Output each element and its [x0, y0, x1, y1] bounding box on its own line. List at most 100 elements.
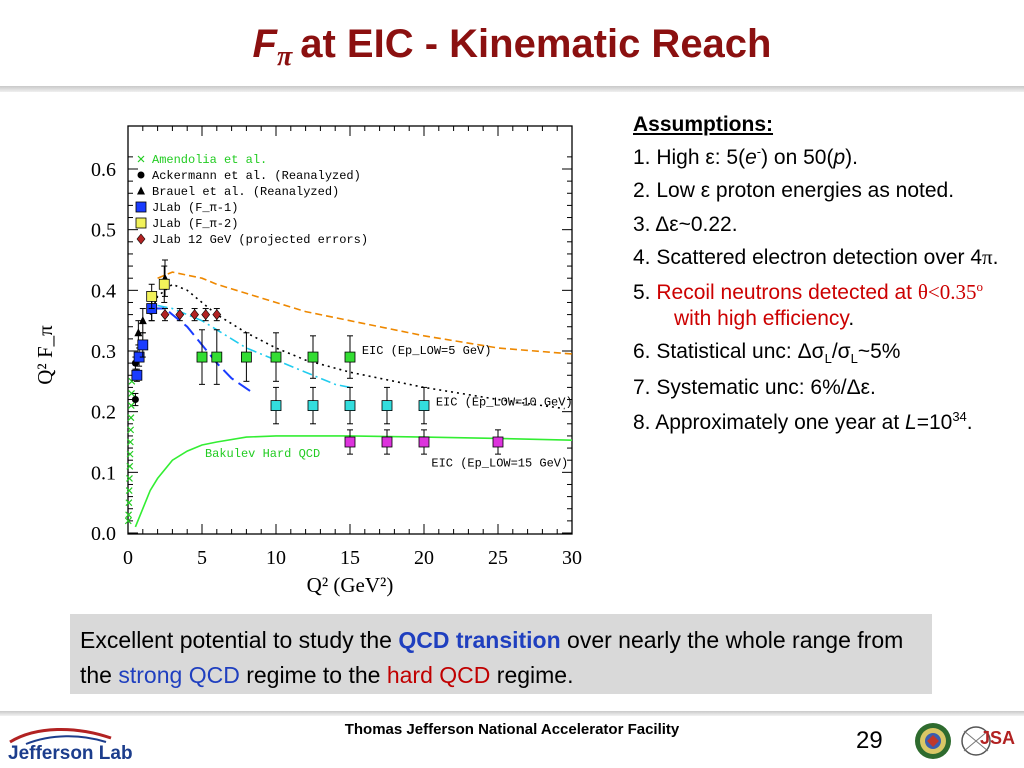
data-point	[125, 499, 133, 507]
data-point	[126, 450, 134, 458]
title-subscript: π	[276, 41, 293, 72]
data-point	[126, 438, 134, 446]
data-point	[160, 309, 170, 321]
assumption-6: 6. Statistical unc: ΔσL/σL~5%	[633, 340, 901, 367]
legend-marker	[135, 217, 147, 229]
data-point	[344, 400, 356, 412]
data-point	[175, 309, 185, 321]
chart-annotation: EIC (Ep_LOW=5 GeV)	[362, 344, 492, 358]
data-point	[127, 414, 135, 422]
data-point	[381, 436, 393, 448]
assumptions-heading: Assumptions:	[633, 113, 774, 136]
x-tick-label: 20	[414, 547, 434, 569]
data-point	[190, 309, 199, 321]
data-point	[138, 316, 147, 325]
summary-callout: Excellent potential to study the QCD tra…	[70, 614, 932, 694]
data-point	[127, 402, 135, 410]
x-tick-label: 25	[488, 547, 508, 569]
data-point	[124, 517, 132, 525]
data-point	[158, 278, 170, 290]
x-tick-label: 30	[562, 547, 582, 569]
data-point	[270, 351, 282, 363]
legend-marker	[136, 233, 146, 245]
title-divider	[0, 86, 1024, 92]
data-point	[307, 400, 319, 412]
data-point	[418, 436, 430, 448]
data-point	[211, 351, 223, 363]
data-point	[137, 339, 149, 351]
y-tick-label: 0.6	[91, 159, 116, 181]
logo-text: Jefferson Lab	[8, 743, 133, 764]
legend-label: Amendolia et al.	[152, 153, 267, 167]
theory-curve	[149, 283, 565, 410]
theory-curve	[157, 271, 573, 355]
x-axis-label: Q² (GeV²)	[307, 573, 394, 597]
y-axis-label: Q² F_π	[33, 325, 57, 385]
data-point	[126, 474, 133, 482]
data-point	[125, 511, 133, 519]
data-point	[125, 487, 133, 494]
legend-marker	[137, 171, 145, 179]
theory-curve	[157, 304, 351, 389]
data-point	[344, 436, 356, 448]
title-symbol: F	[252, 22, 277, 66]
legend-label: JLab 12 GeV (projected errors)	[152, 233, 368, 247]
y-tick-label: 0.2	[91, 402, 116, 424]
x-tick-label: 15	[340, 547, 360, 569]
title-text: at EIC - Kinematic Reach	[300, 22, 772, 66]
theory-curve	[150, 307, 255, 395]
data-point	[201, 309, 211, 321]
legend-label: Brauel et al. (Reanalyzed)	[152, 185, 339, 199]
assumption-1: 1. High ε: 5(e-) on 50(p).	[633, 143, 858, 169]
assumption-2: 2. Low ε proton energies as noted.	[633, 179, 955, 203]
y-tick-label: 0.3	[91, 341, 116, 363]
data-point	[196, 351, 208, 363]
legend-marker	[135, 201, 147, 213]
assumption-4: 4. Scattered electron detection over 4π.	[633, 245, 999, 270]
data-point	[307, 351, 319, 363]
data-point	[134, 328, 143, 337]
data-point	[131, 396, 139, 404]
kinematic-reach-chart: 0 5 10 15 20 25 30 0.0 0.1 0.2 0.3 0.4 0.5 0.6 Q² (GeV…	[33, 125, 582, 597]
jsa-logo: JSA	[961, 726, 1015, 756]
y-tick-label: 0.5	[91, 220, 116, 242]
data-point	[344, 351, 356, 363]
page-title: Fπ at EIC - Kinematic Reach	[0, 22, 1024, 72]
assumption-8: 8. Approximately one year at L=1034.	[633, 408, 973, 434]
y-tick-label: 0.1	[91, 462, 116, 484]
legend-marker	[137, 155, 145, 163]
footer-divider	[0, 711, 1024, 716]
assumption-7: 7. Systematic unc: 6%/Δε.	[633, 376, 876, 400]
data-point	[131, 369, 143, 381]
y-tick-label: 0.4	[91, 280, 116, 302]
chart-annotation: EIC (Ep_LOW=15 GeV)	[431, 456, 568, 470]
data-point	[128, 390, 135, 397]
data-point	[212, 309, 222, 321]
data-point	[492, 436, 504, 448]
data-point	[127, 426, 135, 434]
organization-name: Thomas Jefferson National Accelerator Fa…	[344, 721, 680, 738]
data-point	[270, 400, 282, 412]
y-tick-label: 0.0	[91, 523, 116, 545]
assumption-5: 5. Recoil neutrons detected at θ<0.35o w…	[633, 279, 984, 330]
legend-label: JLab (F_π-1)	[152, 201, 238, 215]
data-point	[381, 400, 393, 412]
chart-annotation: EIC (Ep_LOW=10 GeV)	[436, 396, 573, 410]
legend-marker	[137, 186, 145, 195]
data-point	[126, 462, 134, 470]
data-point	[146, 290, 158, 302]
jefferson-lab-logo: Jefferson Lab	[8, 727, 133, 764]
jsa-text: JSA	[980, 728, 1015, 748]
x-tick-label: 5	[197, 547, 207, 569]
assumption-3: 3. Δε~0.22.	[633, 212, 738, 236]
chart-annotation: Bakulev Hard QCD	[205, 447, 320, 461]
doe-seal-icon	[915, 723, 951, 759]
page-number: 29	[856, 727, 883, 754]
data-point	[418, 400, 430, 412]
data-point	[240, 351, 252, 363]
x-tick-label: 10	[266, 547, 286, 569]
x-tick-label: 0	[123, 547, 133, 569]
assumptions-panel: Assumptions: 1. High ε: 5(e-) on 50(p). …	[633, 112, 1013, 444]
legend-label: JLab (F_π-2)	[152, 217, 238, 231]
legend-label: Ackermann et al. (Reanalyzed)	[152, 169, 361, 183]
